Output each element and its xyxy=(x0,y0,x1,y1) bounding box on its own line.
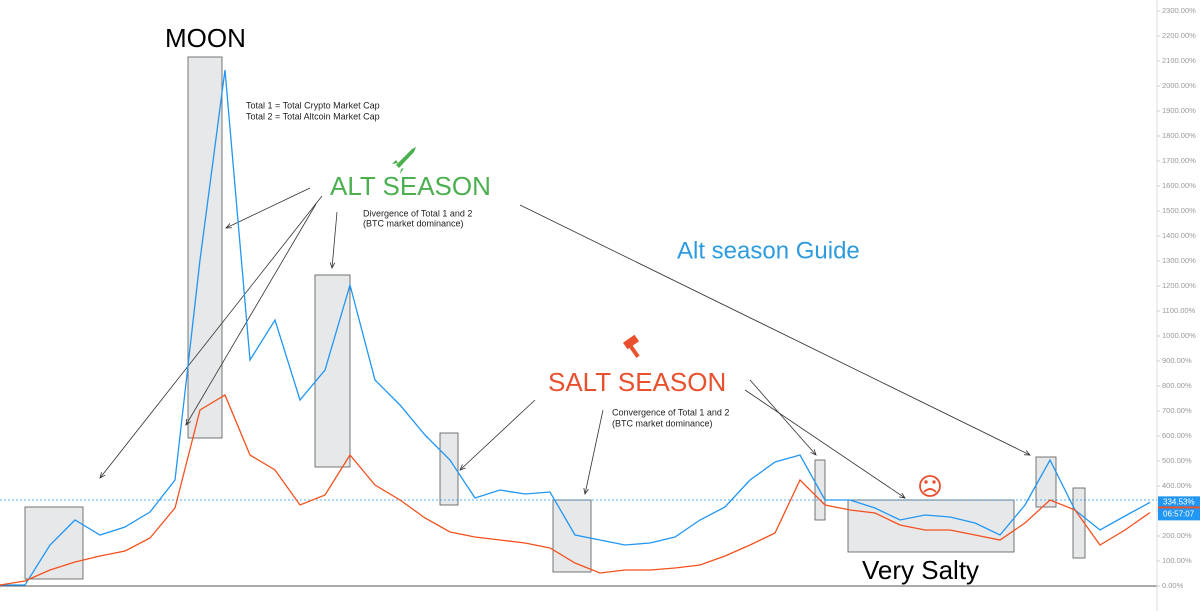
y-tick-label: 1500.00% xyxy=(1162,206,1196,215)
y-tick-label: 800.00% xyxy=(1162,381,1192,390)
price-label: 334.53% xyxy=(1163,497,1195,506)
data-line xyxy=(0,69,1151,586)
annotation: (BTC market dominance) xyxy=(612,418,713,428)
y-tick-label: 1300.00% xyxy=(1162,256,1196,265)
y-tick-label: 1600.00% xyxy=(1162,181,1196,190)
rocket-icon xyxy=(392,147,416,174)
y-tick-label: 2200.00% xyxy=(1162,31,1196,40)
y-tick-label: 500.00% xyxy=(1162,456,1192,465)
y-tick-label: 1900.00% xyxy=(1162,106,1196,115)
countdown-tag xyxy=(1158,508,1200,521)
annotation: ALT SEASON xyxy=(330,171,491,201)
plot xyxy=(0,69,1151,586)
y-tick-label: 2000.00% xyxy=(1162,81,1196,90)
y-tick-label: 2300.00% xyxy=(1162,6,1196,15)
data-line xyxy=(0,394,1151,586)
annotation: (BTC market dominance) xyxy=(363,218,464,228)
y-tick-label: 200.00% xyxy=(1162,531,1192,540)
y-tick-label: 1700.00% xyxy=(1162,156,1196,165)
y-tick-label: 1800.00% xyxy=(1162,131,1196,140)
arrows xyxy=(100,187,1030,498)
gavel-icon xyxy=(622,334,640,358)
y-tick-label: 600.00% xyxy=(1162,431,1192,440)
y-tick-label: 1400.00% xyxy=(1162,231,1196,240)
y-tick-label: 400.00% xyxy=(1162,481,1192,490)
y-tick-label: 0.00% xyxy=(1162,581,1184,590)
highlight-boxes xyxy=(24,56,1086,580)
annotation: Divergence of Total 1 and 2 xyxy=(363,208,472,218)
annotation: MOON xyxy=(165,23,246,53)
annotation: SALT SEASON xyxy=(548,367,726,397)
y-tick-label: 1100.00% xyxy=(1162,306,1196,315)
annotation: Total 1 = Total Crypto Market Cap xyxy=(246,100,380,110)
y-tick-label: 1200.00% xyxy=(1162,281,1196,290)
chart-title: Alt season Guide xyxy=(677,237,860,264)
annotation: Very Salty xyxy=(862,555,979,585)
y-tick-label: 1000.00% xyxy=(1162,331,1196,340)
y-tick-label: 700.00% xyxy=(1162,406,1192,415)
countdown-label: 06:57:07 xyxy=(1163,509,1195,518)
y-tick-label: 100.00% xyxy=(1162,556,1192,565)
annotation: Total 2 = Total Altcoin Market Cap xyxy=(246,111,380,121)
frown-icon xyxy=(919,475,941,497)
y-tick-label: 900.00% xyxy=(1162,356,1192,365)
y-tick-label: 2100.00% xyxy=(1162,56,1196,65)
price-tag xyxy=(1158,496,1200,509)
annotation: Convergence of Total 1 and 2 xyxy=(612,407,729,417)
